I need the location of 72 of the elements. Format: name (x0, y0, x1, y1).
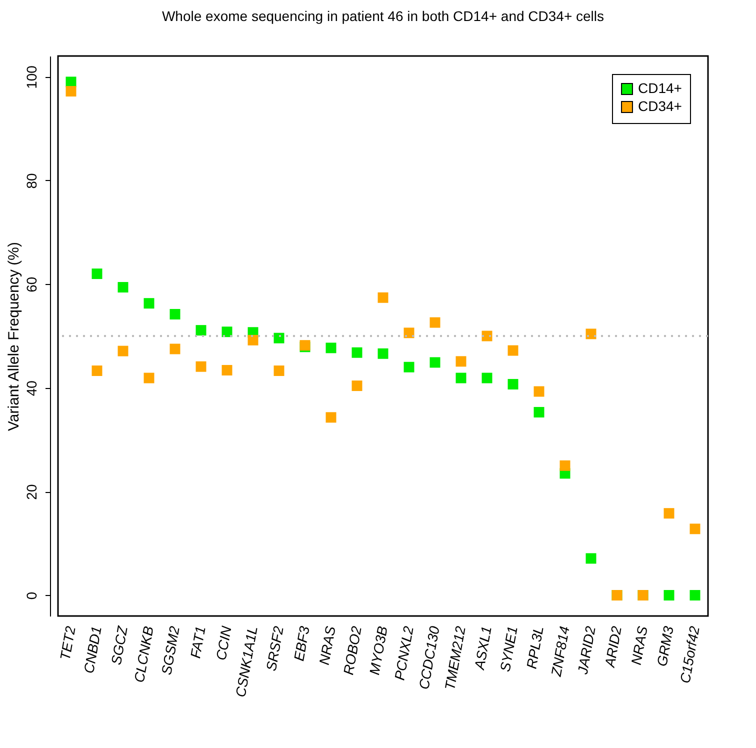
point (222, 364, 232, 376)
point (430, 357, 440, 368)
point (534, 406, 544, 418)
y-tick-label: 40 (24, 380, 40, 396)
x-tick-label: ROBO2 (340, 624, 364, 676)
x-tick-label: EBF3 (290, 624, 312, 662)
chart-title: Whole exome sequencing in patient 46 in both CD14+ and CD34+ cells (162, 8, 604, 24)
point (482, 372, 492, 384)
point (274, 332, 284, 344)
x-tick-label: SYNE1 (496, 624, 520, 673)
point (170, 308, 180, 320)
point (378, 348, 388, 359)
x-tick-label: NRAS (628, 624, 651, 666)
point (430, 317, 440, 328)
y-axis-title: Variant Allele Frequency (%) (6, 242, 22, 431)
point (326, 342, 336, 354)
x-tick-label: CCIN (212, 624, 235, 662)
point (560, 460, 570, 471)
point (534, 386, 544, 397)
x-tick-label: NRAS (316, 624, 339, 666)
point (690, 524, 700, 534)
x-tick-label: ARID2 (601, 624, 624, 670)
x-tick-label: ASXL1 (470, 624, 494, 672)
legend-label: CD14+ (638, 80, 682, 96)
x-tick-label: MYO3B (366, 624, 390, 676)
x-tick-label: FAT1 (187, 624, 208, 660)
point (144, 298, 154, 309)
x-tick-label: TMEM212 (441, 624, 468, 692)
point (404, 362, 414, 372)
point (352, 380, 362, 392)
point (508, 345, 518, 356)
x-tick-label: PCNXL2 (391, 624, 416, 682)
point (144, 372, 154, 384)
point (170, 344, 180, 354)
y-tick-label: 80 (24, 172, 40, 189)
point (456, 356, 466, 367)
legend-label: CD34+ (638, 98, 682, 114)
y-tick-label: 20 (24, 484, 40, 500)
x-tick-label: CSNK1A1L (232, 624, 260, 698)
point (664, 590, 674, 601)
point (66, 86, 76, 97)
point (508, 378, 518, 390)
point (118, 346, 128, 356)
x-tick-label: GRM3 (654, 624, 676, 668)
point (118, 282, 128, 293)
x-tick-label: CNBD1 (80, 624, 104, 674)
point (274, 365, 284, 376)
point (586, 553, 596, 564)
point (690, 590, 700, 601)
x-tick-label: ZNF814 (548, 624, 572, 679)
x-tick-label: SGCZ (108, 624, 130, 666)
x-tick-label: JARID2 (574, 624, 598, 676)
point (196, 325, 206, 336)
x-tick-label: RPL3L (523, 624, 546, 670)
y-tick-label: 60 (24, 276, 40, 292)
x-tick-label: CCDC130 (416, 624, 442, 691)
point (92, 268, 102, 280)
y-tick-label: 100 (24, 65, 40, 89)
x-tick-label: TET2 (56, 624, 78, 662)
x-tick-label: SGSM2 (158, 624, 182, 676)
x-tick-label: C15orf42 (676, 624, 702, 684)
point (326, 412, 336, 423)
point (378, 292, 388, 303)
point (456, 372, 466, 384)
x-tick-label: CLCNKB (130, 624, 156, 684)
y-tick-label: 0 (24, 592, 40, 600)
point (664, 508, 674, 519)
point (352, 347, 362, 358)
point (92, 365, 102, 376)
point (196, 361, 206, 372)
point (248, 334, 258, 346)
x-tick-label: SRSF2 (262, 624, 286, 672)
